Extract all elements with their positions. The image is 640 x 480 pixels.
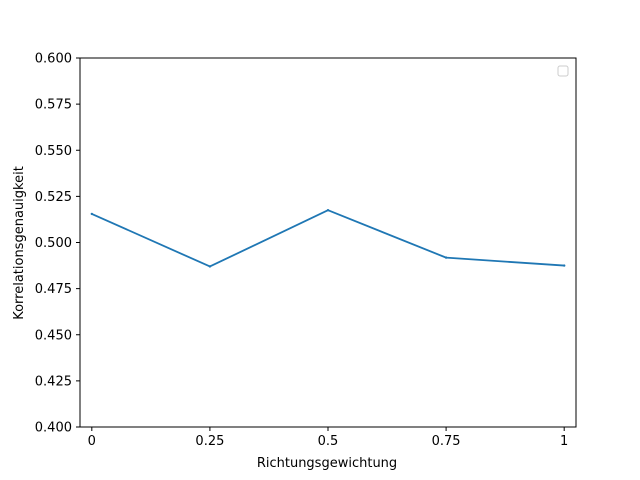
y-tick-label: 0.525 — [35, 190, 72, 205]
legend-box — [557, 65, 569, 77]
x-tick-label: 0.25 — [195, 434, 224, 449]
legend — [557, 65, 569, 77]
data-point — [208, 265, 212, 268]
data-point — [90, 212, 94, 216]
y-tick-label: 0.450 — [35, 328, 72, 343]
y-tick-label: 0.575 — [35, 98, 72, 113]
plot-area — [79, 57, 577, 428]
y-tick-label: 0.425 — [35, 374, 72, 389]
x-tick-label: 1 — [560, 434, 568, 449]
x-axis-title: Richtungsgewichtung — [257, 456, 397, 471]
series-layer — [90, 209, 566, 268]
y-tick-label: 0.550 — [35, 144, 72, 159]
plot-frame — [79, 57, 577, 428]
x-tick-label: 0 — [88, 434, 96, 449]
x-tick-label: 0.5 — [318, 434, 339, 449]
y-tick-label: 0.400 — [35, 421, 72, 436]
data-point — [562, 264, 566, 267]
y-tick-label: 0.600 — [35, 52, 72, 67]
y-axis-ticks: 0.400 0.425 0.450 0.475 0.500 0.525 0.550 0.575… — [35, 52, 80, 436]
x-tick-label: 0.75 — [432, 434, 461, 449]
y-tick-label: 0.475 — [35, 282, 72, 297]
y-axis-title: Korrelationsgenauigkeit — [12, 166, 27, 320]
y-tick-label: 0.500 — [35, 236, 72, 251]
x-axis-ticks: 0 0.25 0.5 0.75 1 — [88, 427, 568, 449]
data-point — [444, 256, 448, 259]
data-point — [326, 209, 330, 212]
